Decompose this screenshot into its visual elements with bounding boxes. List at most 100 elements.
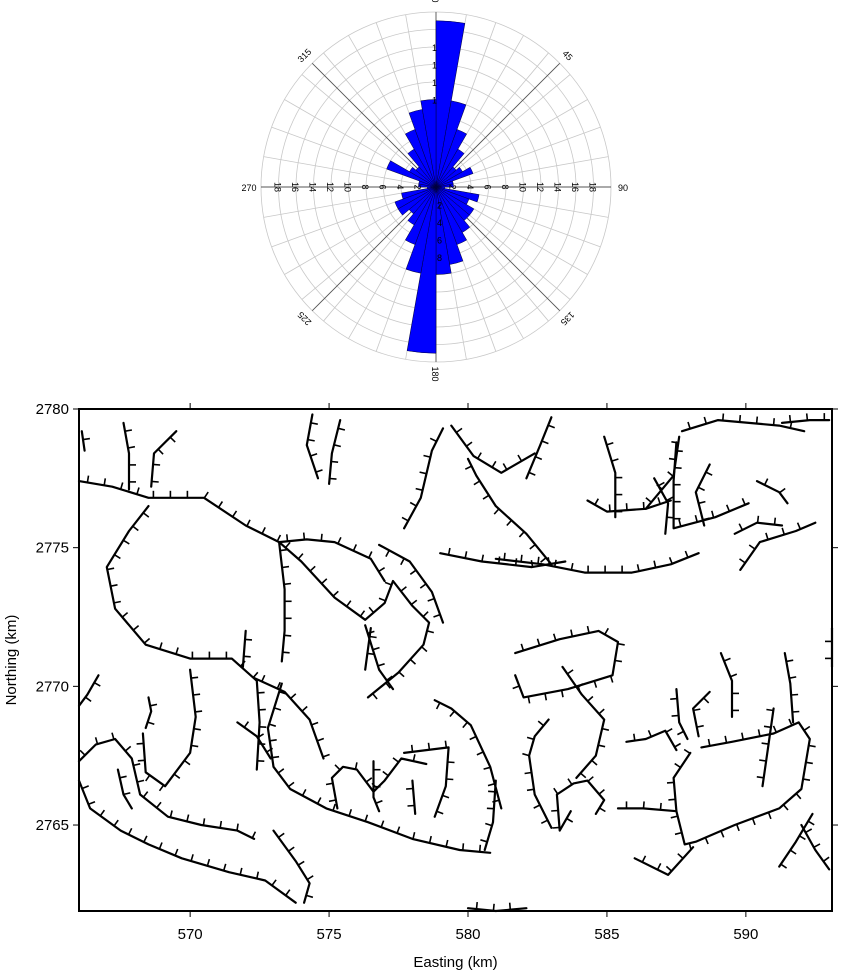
map-tick-mark	[421, 646, 428, 653]
map-lineament	[80, 430, 86, 452]
map-tick-mark	[741, 497, 746, 506]
map-lineament	[77, 480, 281, 544]
rose-direction-label: 45	[560, 48, 574, 62]
map-lineament	[778, 812, 814, 868]
rose-direction-label: 270	[241, 183, 256, 193]
map-tick-mark	[261, 527, 266, 534]
map-lineament	[525, 416, 553, 480]
map-lineament	[278, 540, 431, 699]
map-lineament	[633, 846, 695, 877]
rose-petal	[435, 148, 465, 188]
rose-direction-label: 0	[430, 0, 440, 3]
map-tick-mark	[99, 809, 106, 817]
map-tick-mark	[540, 819, 548, 825]
map-tick-mark	[426, 630, 434, 634]
map-tick-mark	[203, 491, 209, 499]
map-tick-mark	[442, 794, 450, 799]
map-tick-mark	[587, 776, 594, 782]
map-tick-mark	[656, 863, 662, 871]
map-tick-mark	[670, 697, 678, 700]
rose-petal	[409, 166, 437, 188]
map-tick-mark	[487, 782, 496, 787]
rose-petal	[435, 100, 467, 188]
map-tick-mark	[703, 697, 710, 704]
map-lineament	[433, 699, 503, 810]
map-tick-mark	[520, 643, 525, 651]
map-tick-mark	[478, 844, 482, 852]
map-tick-mark	[378, 597, 386, 602]
map-tick-mark	[378, 567, 386, 573]
map-tick-mark	[598, 744, 606, 748]
map-tick-mark	[601, 727, 610, 731]
map-tick-mark	[739, 558, 746, 564]
rose-petal	[435, 183, 454, 188]
map-tick-mark	[535, 455, 543, 461]
map-tick-mark	[481, 554, 485, 562]
map-tick-mark	[696, 724, 704, 728]
rose-petals	[386, 20, 480, 354]
map-tick-mark	[767, 812, 772, 820]
map-tick-mark	[748, 544, 756, 550]
map-lineament	[236, 721, 272, 760]
map-tick-mark	[462, 721, 469, 729]
y-axis-tick-label: 2770	[36, 678, 69, 695]
map-tick-mark	[570, 629, 574, 637]
y-axis-tick-label: 2765	[36, 817, 69, 834]
map-tick-mark	[372, 646, 380, 651]
map-tick-mark	[541, 440, 549, 445]
map-tick-mark	[433, 613, 441, 618]
map-tick-mark	[368, 551, 373, 559]
map-tick-mark	[316, 797, 322, 805]
map-tick-mark	[765, 532, 769, 540]
map-tick-mark	[796, 522, 802, 530]
map-lineament	[411, 779, 417, 816]
map-tick-mark	[724, 735, 728, 743]
map-tick-mark	[636, 564, 640, 572]
rose-radial-label-west: 14	[308, 182, 318, 192]
map-tick-mark	[297, 860, 305, 866]
map-tick-mark	[107, 567, 115, 571]
map-tick-mark	[346, 600, 352, 607]
map-tick-mark	[598, 807, 606, 813]
map-tick-mark	[315, 469, 323, 473]
map-tick-mark	[169, 810, 173, 818]
map-tick-mark	[756, 515, 760, 523]
map-tick-mark	[396, 826, 401, 834]
map-tick-mark	[158, 784, 165, 792]
map-lineament	[494, 552, 700, 574]
map-tick-mark	[321, 578, 328, 585]
map-tick-mark	[756, 776, 764, 779]
map-tick-mark	[659, 802, 662, 810]
map-tick-mark	[132, 525, 139, 532]
map-tick-mark	[587, 695, 594, 702]
rose-radial-label-east: 16	[570, 182, 580, 192]
map-tick-mark	[666, 516, 674, 519]
map-tick-mark	[269, 739, 277, 742]
map-tick-mark	[786, 659, 794, 663]
map-tick-mark	[193, 693, 201, 696]
map-lineament	[403, 746, 450, 818]
map-tick-mark	[665, 728, 673, 733]
map-tick-mark	[282, 651, 290, 654]
rose-direction-label: 135	[559, 310, 577, 328]
map-tick-mark	[301, 789, 307, 796]
map-lineament	[122, 421, 131, 491]
map-tick-mark	[508, 902, 512, 910]
map-tick-mark	[657, 481, 665, 487]
map-tick-mark	[406, 787, 414, 790]
map-tick-mark	[367, 652, 375, 656]
map-lineament	[450, 424, 536, 474]
map-tick-mark	[409, 569, 417, 575]
map-tick-mark	[143, 637, 151, 644]
map-tick-mark	[88, 800, 96, 806]
map-tick-mark	[711, 510, 715, 518]
map-tick-mark	[385, 682, 391, 689]
map-tick-mark	[642, 801, 645, 809]
map-tick-mark	[540, 557, 547, 563]
map-lineament	[561, 665, 606, 780]
map-tick-mark	[412, 832, 416, 840]
map-tick-mark	[807, 820, 815, 826]
map-tick-mark	[697, 486, 705, 492]
rose-petal	[420, 99, 437, 188]
map-tick-mark	[301, 705, 308, 712]
